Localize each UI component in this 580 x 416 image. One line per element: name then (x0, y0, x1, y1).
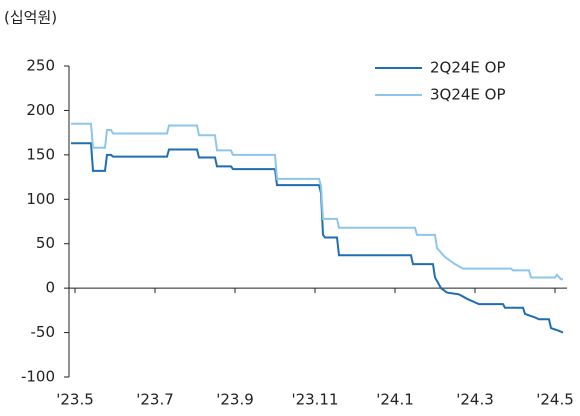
y-tick-label: 150 (26, 145, 55, 163)
x-tick-label: '23.7 (136, 391, 174, 409)
y-tick-label: -50 (31, 323, 56, 341)
x-tick-label: '23.11 (291, 391, 338, 409)
x-tick-label: '24.3 (456, 391, 494, 409)
series-line (71, 122, 563, 281)
y-tick-label: 250 (26, 57, 55, 75)
unit-label: (십억원) (4, 9, 57, 27)
series-line (71, 142, 564, 334)
legend-label: 3Q24E OP (430, 86, 506, 104)
y-tick-label: -100 (21, 368, 55, 386)
legend-label: 2Q24E OP (430, 59, 506, 77)
y-tick-label: 50 (36, 234, 55, 252)
y-tick-label: 200 (26, 101, 55, 119)
x-tick-label: '23.9 (216, 391, 254, 409)
y-tick-label: 100 (26, 190, 55, 208)
x-tick-label: '24.1 (376, 391, 414, 409)
x-tick-label: '24.5 (536, 391, 574, 409)
x-tick-label: '23.5 (56, 391, 94, 409)
y-tick-label: 0 (45, 279, 55, 297)
